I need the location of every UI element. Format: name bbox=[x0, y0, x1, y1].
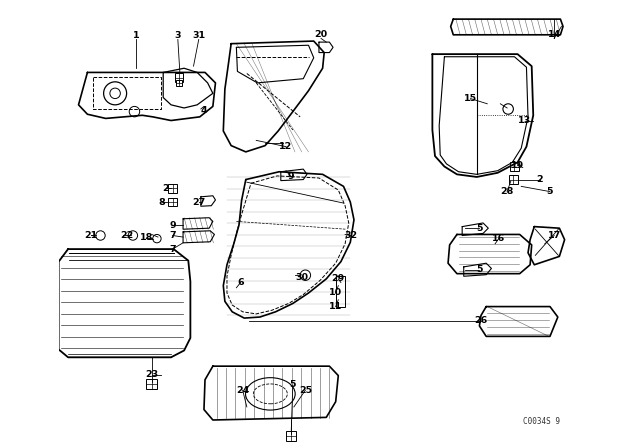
Text: 1: 1 bbox=[132, 31, 140, 40]
Bar bbox=[168, 198, 177, 206]
Text: 4: 4 bbox=[201, 106, 207, 115]
Text: 26: 26 bbox=[474, 316, 488, 325]
Text: 23: 23 bbox=[145, 370, 158, 379]
Text: 5: 5 bbox=[476, 266, 483, 275]
Text: 5: 5 bbox=[289, 380, 296, 389]
Text: 12: 12 bbox=[280, 142, 292, 151]
Text: 7: 7 bbox=[170, 245, 176, 254]
Text: 31: 31 bbox=[192, 31, 205, 40]
Ellipse shape bbox=[253, 384, 287, 404]
Text: 16: 16 bbox=[492, 234, 506, 243]
Bar bbox=[147, 379, 157, 389]
Bar bbox=[336, 276, 345, 306]
Text: 2: 2 bbox=[163, 184, 169, 193]
Text: 8: 8 bbox=[159, 198, 166, 207]
Text: 10: 10 bbox=[329, 289, 342, 297]
Text: 25: 25 bbox=[299, 386, 312, 395]
Text: 29: 29 bbox=[332, 274, 345, 284]
Text: 6: 6 bbox=[237, 278, 244, 287]
Text: 17: 17 bbox=[548, 231, 561, 240]
Text: 13: 13 bbox=[518, 116, 531, 125]
Text: 24: 24 bbox=[236, 386, 249, 395]
Text: 11: 11 bbox=[329, 302, 342, 311]
Bar bbox=[168, 184, 177, 193]
Ellipse shape bbox=[246, 378, 295, 410]
Text: 5: 5 bbox=[476, 224, 483, 233]
Text: 21: 21 bbox=[84, 231, 98, 240]
Text: 3: 3 bbox=[175, 31, 181, 40]
Text: 15: 15 bbox=[464, 94, 477, 103]
Text: 5: 5 bbox=[547, 187, 553, 196]
Text: 30: 30 bbox=[295, 273, 308, 282]
Text: 9: 9 bbox=[288, 172, 294, 181]
Text: 9: 9 bbox=[170, 220, 176, 229]
Bar bbox=[286, 431, 296, 441]
Text: 14: 14 bbox=[548, 30, 561, 39]
Text: 7: 7 bbox=[170, 231, 176, 240]
Text: 27: 27 bbox=[192, 198, 205, 207]
Text: 18: 18 bbox=[140, 233, 153, 242]
Bar bbox=[510, 162, 518, 171]
Text: 32: 32 bbox=[345, 231, 358, 240]
Bar bbox=[175, 73, 183, 82]
Text: 20: 20 bbox=[314, 30, 328, 39]
Text: 19: 19 bbox=[511, 161, 524, 170]
Text: 28: 28 bbox=[500, 187, 514, 196]
Text: 22: 22 bbox=[120, 231, 133, 240]
Text: C0034S 9: C0034S 9 bbox=[524, 417, 561, 426]
Bar bbox=[176, 80, 182, 86]
Bar bbox=[509, 175, 518, 184]
Text: 2: 2 bbox=[536, 175, 543, 184]
